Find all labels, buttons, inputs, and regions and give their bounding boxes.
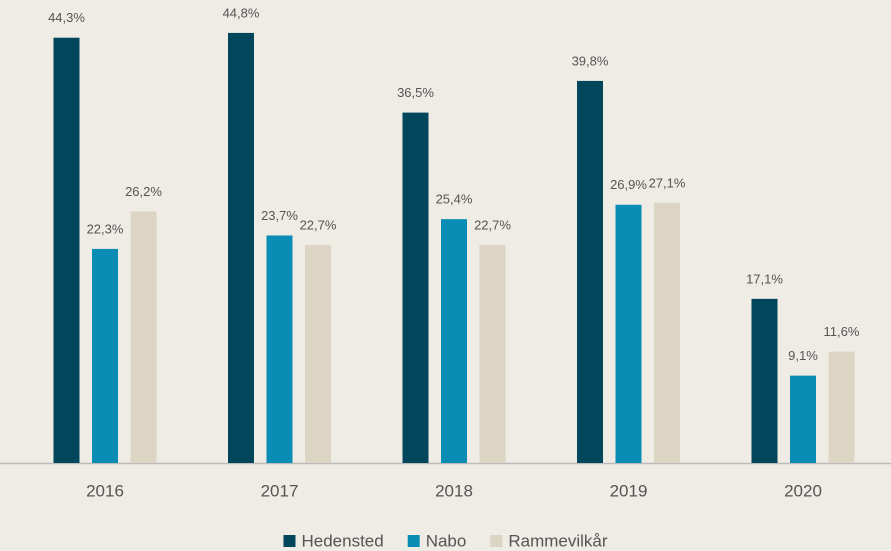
x-tick-label: 2020 xyxy=(784,481,822,500)
bar xyxy=(828,351,855,463)
x-tick-label: 2017 xyxy=(261,481,299,500)
legend-label: Hedensted xyxy=(301,531,383,550)
bar xyxy=(441,219,467,463)
bar xyxy=(751,298,778,463)
bar xyxy=(92,248,118,463)
x-tick-label: 2016 xyxy=(86,481,124,500)
value-label: 22,7% xyxy=(474,218,511,233)
legend-swatch xyxy=(490,535,503,547)
value-label: 44,3% xyxy=(48,10,85,25)
legend-label: Rammevilkår xyxy=(508,531,608,550)
value-label: 17,1% xyxy=(746,271,783,286)
bar xyxy=(130,211,157,463)
value-label: 22,3% xyxy=(87,221,124,236)
bar xyxy=(228,32,254,464)
value-label: 44,8% xyxy=(223,5,260,20)
bar xyxy=(577,80,603,464)
legend-swatch xyxy=(283,535,296,547)
legend-label: Nabo xyxy=(426,531,467,550)
bar xyxy=(479,245,506,463)
value-label: 26,2% xyxy=(125,184,162,199)
x-tick-label: 2019 xyxy=(610,481,648,500)
x-tick-label: 2018 xyxy=(435,481,473,500)
bar xyxy=(53,37,80,463)
value-label: 25,4% xyxy=(436,192,473,207)
bar xyxy=(402,112,429,463)
value-label: 9,1% xyxy=(788,348,818,363)
bar xyxy=(305,245,331,463)
value-label: 39,8% xyxy=(572,53,609,68)
value-label: 26,9% xyxy=(610,177,647,192)
bar xyxy=(615,204,642,463)
value-label: 23,7% xyxy=(261,208,298,223)
bar xyxy=(790,375,816,463)
value-label: 27,1% xyxy=(649,175,686,190)
value-label: 22,7% xyxy=(300,218,337,233)
legend-swatch xyxy=(407,535,420,547)
value-label: 11,6% xyxy=(824,324,860,339)
value-label: 36,5% xyxy=(397,85,434,100)
bar xyxy=(266,235,293,463)
bar xyxy=(654,202,680,463)
